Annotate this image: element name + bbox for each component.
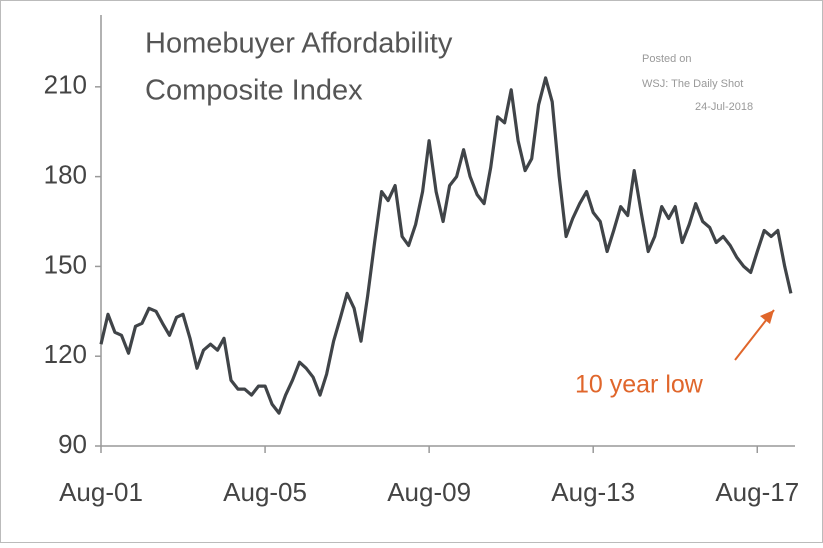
x-tick-label: Aug-09 [387,477,471,507]
x-tick-label: Aug-17 [715,477,799,507]
x-tick-label: Aug-05 [223,477,307,507]
source: Posted on [642,53,692,65]
annotation: 10 year low [575,371,704,399]
y-tick-label: 90 [58,429,87,459]
source: WSJ: The Daily Shot [642,78,743,90]
y-tick-label: 180 [44,160,87,190]
chart-title: Homebuyer Affordability [145,28,453,60]
y-tick-label: 150 [44,249,87,279]
arrow-head [760,310,774,324]
y-tick-label: 120 [44,339,87,369]
y-tick-label: 210 [44,70,87,100]
data-line [99,76,793,415]
x-tick-label: Aug-01 [59,477,143,507]
x-tick-label: Aug-13 [551,477,635,507]
chart-title: Composite Index [145,75,363,107]
source: 24-Jul-2018 [695,101,753,113]
